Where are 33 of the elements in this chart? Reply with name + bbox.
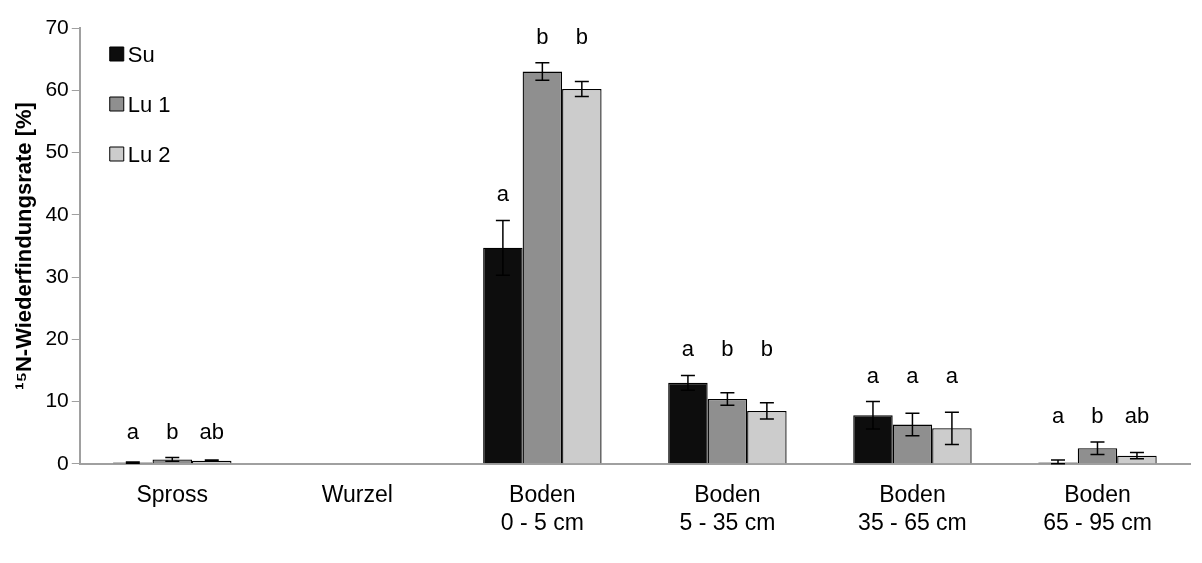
x-tick-label: Boden 0 - 5 cm	[500, 480, 584, 535]
annotation: b	[536, 23, 549, 49]
x-tick-label: Boden 65 - 95 cm	[1043, 480, 1152, 535]
annotation: a	[126, 418, 140, 444]
annotation: a	[945, 362, 959, 388]
annotation: a	[1051, 403, 1065, 429]
y-tick-label: 70	[45, 14, 69, 38]
x-tick-label: Boden 5 - 35 cm	[679, 480, 776, 535]
y-tick-label: 10	[45, 388, 69, 412]
x-tick-label: Wurzel	[321, 480, 393, 507]
y-tick-label: 30	[45, 263, 69, 287]
annotation: b	[760, 336, 773, 362]
y-tick-label: 50	[45, 139, 69, 163]
annotation: b	[575, 23, 588, 49]
annotation: ab	[1124, 403, 1150, 429]
y-axis-title: ¹⁵N-Wiederfindungsrate [%]	[11, 102, 37, 390]
annotation: a	[866, 362, 880, 388]
legend-label: Lu 2	[127, 142, 171, 168]
annotation: ab	[199, 418, 224, 444]
annotation: a	[681, 336, 695, 362]
legend-label: Lu 1	[127, 92, 171, 118]
y-tick-label: 0	[57, 450, 69, 474]
legend-label: Su	[127, 42, 155, 68]
y-tick-label: 40	[45, 201, 69, 225]
annotation: b	[721, 336, 734, 362]
x-tick-label: Spross	[136, 480, 209, 507]
annotation: b	[166, 418, 179, 444]
annotation: a	[906, 362, 920, 388]
annotation: a	[496, 181, 510, 207]
x-tick-label: Boden 35 - 65 cm	[858, 480, 967, 535]
y-tick-label: 20	[45, 326, 69, 350]
annotation: b	[1091, 403, 1104, 429]
y-tick-label: 60	[45, 77, 69, 101]
